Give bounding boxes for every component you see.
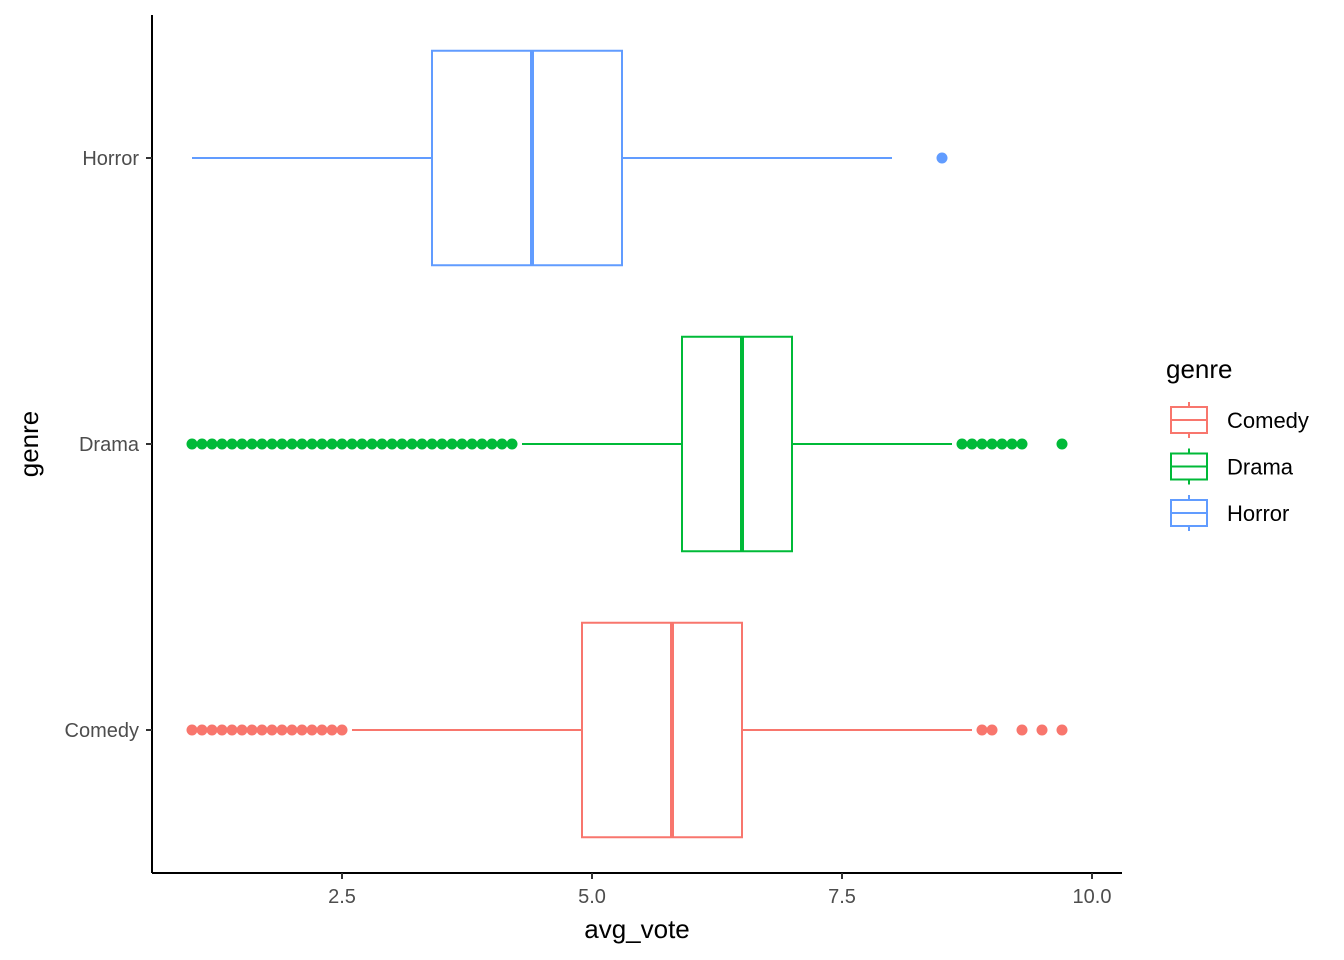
y-tick-label: Horror	[82, 148, 139, 170]
outlier-point-comedy	[296, 724, 308, 736]
plot-area	[186, 49, 1068, 839]
outlier-point-drama	[296, 438, 308, 450]
outlier-point-drama	[316, 438, 328, 450]
outlier-point-comedy	[1036, 724, 1048, 736]
x-tick-label: 7.5	[828, 886, 856, 908]
outlier-point-drama	[996, 438, 1008, 450]
outlier-point-drama	[326, 438, 338, 450]
outlier-point-drama	[196, 438, 208, 450]
legend-label-comedy: Comedy	[1227, 408, 1309, 433]
outlier-point-comedy	[246, 724, 258, 736]
outlier-point-drama	[386, 438, 398, 450]
outlier-point-drama	[1006, 438, 1018, 450]
outlier-point-drama	[416, 438, 428, 450]
outlier-point-comedy	[216, 724, 228, 736]
iqr-box-horror	[431, 49, 623, 267]
outlier-point-drama	[446, 438, 458, 450]
outlier-point-drama	[306, 438, 318, 450]
outlier-point-drama	[956, 438, 968, 450]
outlier-point-drama	[236, 438, 248, 450]
outlier-point-comedy	[1056, 724, 1068, 736]
outlier-point-drama	[266, 438, 278, 450]
outlier-point-drama	[966, 438, 978, 450]
outlier-point-comedy	[206, 724, 218, 736]
outlier-point-drama	[486, 438, 498, 450]
legend-label-drama: Drama	[1227, 455, 1294, 480]
iqr-box-drama	[681, 335, 793, 553]
outlier-point-drama	[206, 438, 218, 450]
outlier-point-drama	[286, 438, 298, 450]
outlier-point-comedy	[1016, 724, 1028, 736]
x-tick-label: 10.0	[1073, 886, 1112, 908]
outlier-point-comedy	[286, 724, 298, 736]
outlier-point-drama	[1016, 438, 1028, 450]
legend-item-drama: Drama	[1170, 448, 1294, 485]
outlier-point-comedy	[276, 724, 288, 736]
y-axis-title: genre	[14, 411, 44, 478]
legend-item-horror: Horror	[1170, 495, 1289, 531]
y-axis-ticks: Comedy Drama Horror	[65, 148, 152, 742]
outlier-point-drama	[276, 438, 288, 450]
outlier-point-comedy	[336, 724, 348, 736]
legend-item-comedy: Comedy	[1170, 402, 1309, 438]
legend: genre Comedy Drama Horror	[1166, 354, 1309, 531]
outlier-point-comedy	[226, 724, 238, 736]
box-drama	[186, 335, 1068, 553]
outlier-point-drama	[466, 438, 478, 450]
outlier-point-horror	[936, 152, 948, 164]
outlier-point-drama	[496, 438, 508, 450]
outlier-point-drama	[366, 438, 378, 450]
legend-label-horror: Horror	[1227, 501, 1289, 526]
outlier-point-drama	[426, 438, 438, 450]
iqr-box-comedy	[581, 621, 743, 839]
outlier-point-drama	[986, 438, 998, 450]
outlier-point-comedy	[326, 724, 338, 736]
outlier-point-comedy	[196, 724, 208, 736]
outlier-point-drama	[976, 438, 988, 450]
outlier-point-drama	[186, 438, 198, 450]
outlier-point-drama	[406, 438, 418, 450]
outlier-point-comedy	[306, 724, 318, 736]
box-horror	[192, 49, 948, 267]
outlier-point-drama	[436, 438, 448, 450]
outlier-point-drama	[476, 438, 488, 450]
outlier-point-drama	[246, 438, 258, 450]
x-axis-ticks: 2.5 5.0 7.5 10.0	[328, 873, 1111, 908]
outlier-point-comedy	[986, 724, 998, 736]
outlier-point-comedy	[266, 724, 278, 736]
x-tick-label: 2.5	[328, 886, 356, 908]
outlier-point-drama	[346, 438, 358, 450]
legend-title: genre	[1166, 354, 1233, 384]
outlier-point-drama	[376, 438, 388, 450]
outlier-point-drama	[256, 438, 268, 450]
outlier-point-comedy	[976, 724, 988, 736]
y-tick-label: Comedy	[65, 720, 139, 742]
box-comedy	[186, 621, 1068, 839]
outlier-point-drama	[1056, 438, 1068, 450]
x-axis-title: avg_vote	[584, 914, 690, 944]
outlier-point-drama	[506, 438, 518, 450]
x-tick-label: 5.0	[578, 886, 606, 908]
outlier-point-drama	[216, 438, 228, 450]
outlier-point-comedy	[186, 724, 198, 736]
y-tick-label: Drama	[79, 434, 140, 456]
outlier-point-drama	[456, 438, 468, 450]
outlier-point-comedy	[256, 724, 268, 736]
outlier-point-drama	[226, 438, 238, 450]
outlier-point-drama	[356, 438, 368, 450]
outlier-point-comedy	[236, 724, 248, 736]
outlier-point-drama	[336, 438, 348, 450]
outlier-point-comedy	[316, 724, 328, 736]
outlier-point-drama	[396, 438, 408, 450]
